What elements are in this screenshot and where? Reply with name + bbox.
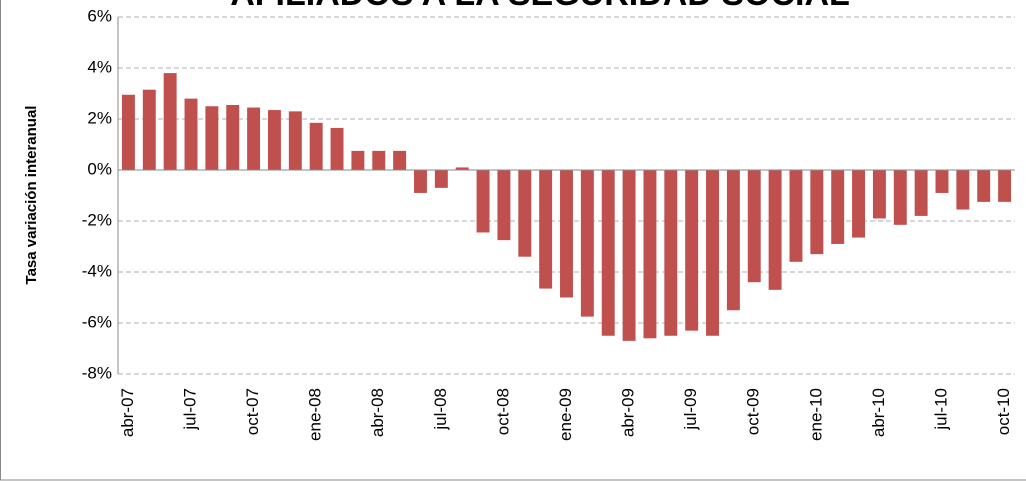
bar xyxy=(121,94,135,170)
bar xyxy=(831,170,845,244)
x-tick-label: ene-08 xyxy=(306,388,325,441)
bar xyxy=(998,170,1012,202)
bar xyxy=(560,170,573,298)
bar xyxy=(226,104,240,170)
bar xyxy=(726,170,740,311)
x-tick-label: oct-07 xyxy=(243,388,262,435)
y-tick-label: -4% xyxy=(82,261,112,280)
y-tick-label: 4% xyxy=(87,57,112,76)
x-tick-label: abr-10 xyxy=(869,388,888,437)
x-tick-label: abr-09 xyxy=(619,388,638,437)
x-tick-label: jul-08 xyxy=(431,388,450,431)
x-tick-label: ene-10 xyxy=(806,388,825,441)
y-tick-label: -8% xyxy=(82,363,112,382)
bar xyxy=(184,98,198,170)
bar xyxy=(789,170,803,262)
bar xyxy=(372,150,386,170)
x-tick-label: abr-07 xyxy=(118,388,137,437)
x-tick-label: ene-09 xyxy=(556,388,575,441)
x-tick-label: jul-10 xyxy=(931,388,950,431)
x-tick-label: oct-08 xyxy=(493,388,512,435)
bar xyxy=(497,170,511,241)
bar xyxy=(351,150,365,170)
bar xyxy=(539,170,553,289)
bar xyxy=(247,107,261,170)
bar xyxy=(935,170,949,193)
chart-title: AFILIADOS A LA SEGURIDAD SOCIAL xyxy=(230,0,850,13)
bar xyxy=(664,170,678,336)
x-tick-label: jul-09 xyxy=(681,388,700,431)
x-tick-label: jul-07 xyxy=(180,388,199,431)
bar xyxy=(580,170,594,317)
bar xyxy=(601,170,615,336)
bar xyxy=(810,170,824,255)
bar xyxy=(706,170,719,336)
bar xyxy=(476,170,490,233)
bar xyxy=(142,89,156,170)
bar xyxy=(267,110,281,170)
bar xyxy=(977,170,991,202)
x-tick-label: abr-08 xyxy=(368,388,387,437)
y-tick-label: -6% xyxy=(82,312,112,331)
bar xyxy=(309,122,323,170)
y-tick-label: -2% xyxy=(82,210,112,229)
y-axis-label: Tasa variación interanual xyxy=(23,106,40,285)
bar xyxy=(622,170,636,341)
bar xyxy=(288,111,302,170)
bar xyxy=(747,170,761,283)
y-tick-label: 6% xyxy=(87,6,112,25)
bar xyxy=(163,73,177,170)
y-tick-label: 0% xyxy=(87,159,112,178)
bar xyxy=(643,170,657,339)
bar xyxy=(330,127,344,170)
bar xyxy=(414,170,427,193)
bar xyxy=(852,170,866,238)
bar xyxy=(893,170,907,225)
bar xyxy=(956,170,970,210)
bar xyxy=(518,170,532,257)
bar xyxy=(434,170,448,188)
x-tick-label: oct-10 xyxy=(994,388,1013,435)
bar xyxy=(393,150,407,170)
bar xyxy=(872,170,886,219)
bar xyxy=(914,170,928,216)
y-tick-label: 2% xyxy=(87,108,112,127)
bar xyxy=(768,170,782,290)
bar xyxy=(205,106,219,170)
bar xyxy=(455,167,469,170)
x-tick-label: oct-09 xyxy=(744,388,763,435)
bar xyxy=(685,170,699,331)
